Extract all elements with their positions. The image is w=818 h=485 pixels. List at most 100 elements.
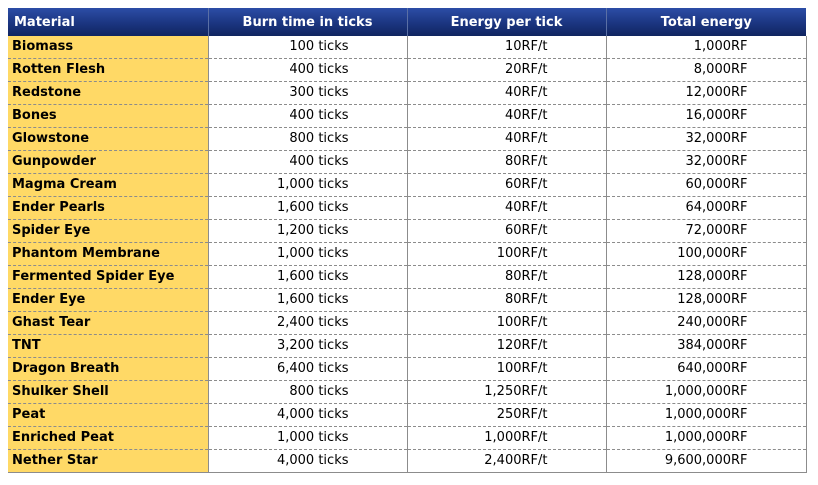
header-total-energy: Total energy (606, 8, 806, 36)
material-cell[interactable]: Biomass (8, 36, 209, 59)
total-energy-cell[interactable]: 1,000RF (606, 36, 807, 59)
energy-per-tick-cell[interactable]: 10RF/t (407, 36, 607, 59)
table-row: Redstone 300 ticks 40RF/t 12,000RF (8, 81, 807, 105)
energy-per-tick-cell[interactable]: 80RF/t (407, 150, 607, 174)
energy-per-tick-cell[interactable]: 40RF/t (407, 104, 607, 128)
table-row: Peat 4,000 ticks 250RF/t 1,000,000RF (8, 403, 807, 427)
energy-per-tick-cell[interactable]: 2,400RF/t (407, 449, 607, 473)
burn-time-cell[interactable]: 1,000 ticks (208, 242, 408, 266)
total-energy-cell[interactable]: 32,000RF (606, 127, 807, 151)
table-row: Dragon Breath 6,400 ticks 100RF/t 640,000RF (8, 357, 807, 381)
material-cell[interactable]: Magma Cream (8, 173, 209, 197)
energy-per-tick-cell[interactable]: 60RF/t (407, 173, 607, 197)
total-energy-cell[interactable]: 128,000RF (606, 265, 807, 289)
total-energy-cell[interactable]: 8,000RF (606, 58, 807, 82)
burn-time-cell[interactable]: 100 ticks (208, 36, 408, 59)
total-energy-cell[interactable]: 384,000RF (606, 334, 807, 358)
energy-per-tick-cell[interactable]: 40RF/t (407, 81, 607, 105)
table-row: Shulker Shell 800 ticks 1,250RF/t 1,000,000… (8, 380, 807, 404)
burn-time-cell[interactable]: 1,600 ticks (208, 265, 408, 289)
total-energy-cell[interactable]: 32,000RF (606, 150, 807, 174)
energy-table: Material Burn time in ticks Energy per t… (8, 8, 807, 473)
header-burn-time: Burn time in ticks (208, 8, 408, 36)
burn-time-cell[interactable]: 4,000 ticks (208, 403, 408, 427)
total-energy-cell[interactable]: 16,000RF (606, 104, 807, 128)
material-cell[interactable]: Dragon Breath (8, 357, 209, 381)
table-row: Ender Eye 1,600 ticks 80RF/t 128,000RF (8, 288, 807, 312)
total-energy-cell[interactable]: 9,600,000RF (606, 449, 807, 473)
material-cell[interactable]: Enriched Peat (8, 426, 209, 450)
table-row: Gunpowder 400 ticks 80RF/t 32,000RF (8, 150, 807, 174)
energy-per-tick-cell[interactable]: 80RF/t (407, 288, 607, 312)
burn-time-cell[interactable]: 1,600 ticks (208, 288, 408, 312)
burn-time-cell[interactable]: 1,000 ticks (208, 173, 408, 197)
material-cell[interactable]: Redstone (8, 81, 209, 105)
energy-per-tick-cell[interactable]: 1,250RF/t (407, 380, 607, 404)
material-cell[interactable]: Peat (8, 403, 209, 427)
material-cell[interactable]: Nether Star (8, 449, 209, 473)
spreadsheet-table-container: Material Burn time in ticks Energy per t… (8, 8, 807, 473)
total-energy-cell[interactable]: 12,000RF (606, 81, 807, 105)
table-row: TNT 3,200 ticks 120RF/t 384,000RF (8, 334, 807, 358)
burn-time-cell[interactable]: 1,200 ticks (208, 219, 408, 243)
total-energy-cell[interactable]: 1,000,000RF (606, 403, 807, 427)
material-cell[interactable]: Spider Eye (8, 219, 209, 243)
burn-time-cell[interactable]: 1,600 ticks (208, 196, 408, 220)
energy-per-tick-cell[interactable]: 100RF/t (407, 311, 607, 335)
material-cell[interactable]: Shulker Shell (8, 380, 209, 404)
burn-time-cell[interactable]: 6,400 ticks (208, 357, 408, 381)
total-energy-cell[interactable]: 72,000RF (606, 219, 807, 243)
burn-time-cell[interactable]: 800 ticks (208, 127, 408, 151)
table-row: Fermented Spider Eye 1,600 ticks 80RF/t 128… (8, 265, 807, 289)
material-cell[interactable]: Ghast Tear (8, 311, 209, 335)
burn-time-cell[interactable]: 3,200 ticks (208, 334, 408, 358)
energy-per-tick-cell[interactable]: 40RF/t (407, 196, 607, 220)
burn-time-cell[interactable]: 400 ticks (208, 150, 408, 174)
material-cell[interactable]: Phantom Membrane (8, 242, 209, 266)
energy-per-tick-cell[interactable]: 60RF/t (407, 219, 607, 243)
total-energy-cell[interactable]: 64,000RF (606, 196, 807, 220)
burn-time-cell[interactable]: 300 ticks (208, 81, 408, 105)
energy-per-tick-cell[interactable]: 250RF/t (407, 403, 607, 427)
table-header: Material Burn time in ticks Energy per t… (8, 8, 806, 36)
energy-per-tick-cell[interactable]: 100RF/t (407, 357, 607, 381)
total-energy-cell[interactable]: 128,000RF (606, 288, 807, 312)
total-energy-cell[interactable]: 60,000RF (606, 173, 807, 197)
energy-per-tick-cell[interactable]: 40RF/t (407, 127, 607, 151)
table-row: Rotten Flesh 400 ticks 20RF/t 8,000RF (8, 58, 807, 82)
table-row: Spider Eye 1,200 ticks 60RF/t 72,000RF (8, 219, 807, 243)
energy-per-tick-cell[interactable]: 80RF/t (407, 265, 607, 289)
material-cell[interactable]: TNT (8, 334, 209, 358)
total-energy-cell[interactable]: 100,000RF (606, 242, 807, 266)
table-row: Biomass 100 ticks 10RF/t 1,000RF (8, 36, 807, 59)
burn-time-cell[interactable]: 400 ticks (208, 58, 408, 82)
material-cell[interactable]: Glowstone (8, 127, 209, 151)
total-energy-cell[interactable]: 640,000RF (606, 357, 807, 381)
table-row: Ender Pearls 1,600 ticks 40RF/t 64,000RF (8, 196, 807, 220)
burn-time-cell[interactable]: 2,400 ticks (208, 311, 408, 335)
table-row: Ghast Tear 2,400 ticks 100RF/t 240,000RF (8, 311, 807, 335)
total-energy-cell[interactable]: 1,000,000RF (606, 380, 807, 404)
table-row: Magma Cream 1,000 ticks 60RF/t 60,000RF (8, 173, 807, 197)
energy-per-tick-cell[interactable]: 20RF/t (407, 58, 607, 82)
material-cell[interactable]: Bones (8, 104, 209, 128)
burn-time-cell[interactable]: 800 ticks (208, 380, 408, 404)
energy-per-tick-cell[interactable]: 1,000RF/t (407, 426, 607, 450)
material-cell[interactable]: Gunpowder (8, 150, 209, 174)
total-energy-cell[interactable]: 1,000,000RF (606, 426, 807, 450)
energy-per-tick-cell[interactable]: 100RF/t (407, 242, 607, 266)
burn-time-cell[interactable]: 400 ticks (208, 104, 408, 128)
burn-time-cell[interactable]: 1,000 ticks (208, 426, 408, 450)
header-energy-per-tick: Energy per tick (407, 8, 607, 36)
total-energy-cell[interactable]: 240,000RF (606, 311, 807, 335)
material-cell[interactable]: Rotten Flesh (8, 58, 209, 82)
table-row: Bones 400 ticks 40RF/t 16,000RF (8, 104, 807, 128)
header-material: Material (8, 8, 209, 36)
burn-time-cell[interactable]: 4,000 ticks (208, 449, 408, 473)
material-cell[interactable]: Ender Eye (8, 288, 209, 312)
table-row: Nether Star 4,000 ticks 2,400RF/t 9,600,000… (8, 449, 807, 473)
energy-per-tick-cell[interactable]: 120RF/t (407, 334, 607, 358)
table-row: Phantom Membrane 1,000 ticks 100RF/t 100,00… (8, 242, 807, 266)
material-cell[interactable]: Ender Pearls (8, 196, 209, 220)
material-cell[interactable]: Fermented Spider Eye (8, 265, 209, 289)
